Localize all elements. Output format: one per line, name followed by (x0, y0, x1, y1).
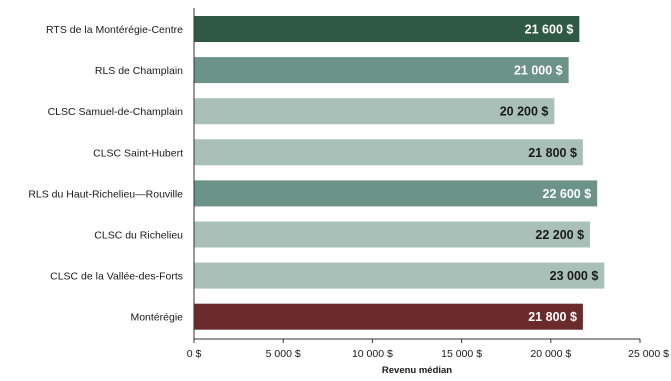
bar-value-label-7: 21 800 $ (528, 310, 577, 324)
bar-1 (194, 57, 569, 84)
x-tick-label-2: 10 000 $ (352, 348, 393, 360)
category-label-3: CLSC Saint-Hubert (93, 147, 183, 159)
bar-value-label-2: 20 200 $ (500, 105, 549, 119)
x-tick-label-5: 25 000 $ (628, 348, 669, 360)
bar-4 (194, 180, 598, 207)
bar-6 (194, 262, 605, 289)
bar-value-label-0: 21 600 $ (525, 23, 574, 37)
bar-value-label-5: 22 200 $ (535, 228, 584, 242)
category-label-5: CLSC du Richelieu (94, 230, 183, 242)
x-tick-label-3: 15 000 $ (441, 348, 482, 360)
bar-3 (194, 139, 583, 166)
x-tick-label-4: 20 000 $ (530, 348, 571, 360)
category-label-4: RLS du Haut-Richelieu—Rouville (28, 188, 183, 200)
bars-layer: 21 600 $ 21 000 $ 20 200 $ 21 800 $ 22 600 $… (194, 16, 605, 330)
bar-0 (194, 16, 580, 42)
bar-value-label-3: 21 800 $ (528, 146, 577, 160)
category-label-6: CLSC de la Vallée-des-Forts (50, 271, 183, 283)
category-label-0: RTS de la Montérégie-Centre (46, 24, 183, 36)
category-labels: RTS de la Montérégie-Centre RLS de Champl… (28, 24, 183, 324)
bar-value-label-1: 21 000 $ (514, 64, 563, 78)
category-label-1: RLS de Champlain (95, 65, 183, 77)
x-axis-ticks: 0 $ 5 000 $ 10 000 $ 15 000 $ 20 000 $ 25 000… (187, 339, 669, 360)
category-label-7: Montérégie (130, 312, 183, 324)
category-label-2: CLSC Samuel-de-Champlain (48, 106, 184, 118)
bar-5 (194, 221, 591, 248)
x-tick-label-1: 5 000 $ (266, 348, 301, 360)
bar-7 (194, 303, 583, 330)
bar-value-label-6: 23 000 $ (550, 269, 599, 283)
x-axis-title: Revenu médian (382, 365, 452, 376)
x-tick-label-0: 0 $ (187, 348, 202, 360)
bar-value-label-4: 22 600 $ (543, 187, 592, 201)
bar-2 (194, 98, 555, 125)
